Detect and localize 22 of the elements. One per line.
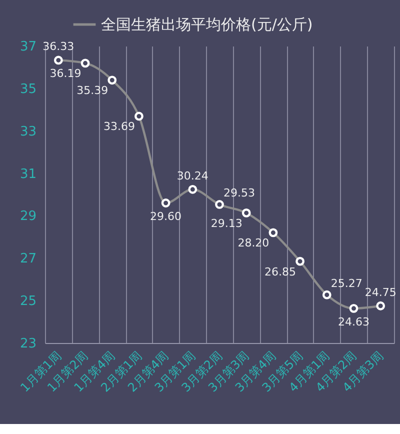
- data-label: 25.27: [330, 276, 362, 290]
- data-label: 28.20: [238, 236, 270, 250]
- data-label: 30.24: [176, 169, 208, 182]
- data-label: 29.53: [224, 186, 255, 200]
- data-label: 36.19: [50, 67, 82, 80]
- y-tick-label: 37: [20, 40, 36, 54]
- legend-label: 全国生猪出场平均价格(元/公斤): [101, 16, 313, 34]
- data-label: 36.33: [42, 40, 74, 54]
- data-label: 29.60: [150, 210, 182, 223]
- y-tick-label: 31: [20, 166, 36, 182]
- y-tick-label: 35: [20, 82, 36, 97]
- data-label: 29.13: [210, 216, 242, 230]
- y-tick-label: 27: [20, 252, 36, 267]
- y-tick-label: 25: [20, 294, 36, 310]
- y-tick-label: 23: [20, 336, 36, 352]
- data-label: 24.75: [364, 286, 396, 299]
- y-tick-label: 33: [20, 124, 36, 140]
- data-label: 33.69: [103, 120, 135, 134]
- data-label: 35.39: [76, 84, 108, 98]
- data-label: 24.63: [338, 315, 370, 328]
- data-label: 26.85: [264, 265, 296, 278]
- y-tick-label: 29: [20, 209, 36, 224]
